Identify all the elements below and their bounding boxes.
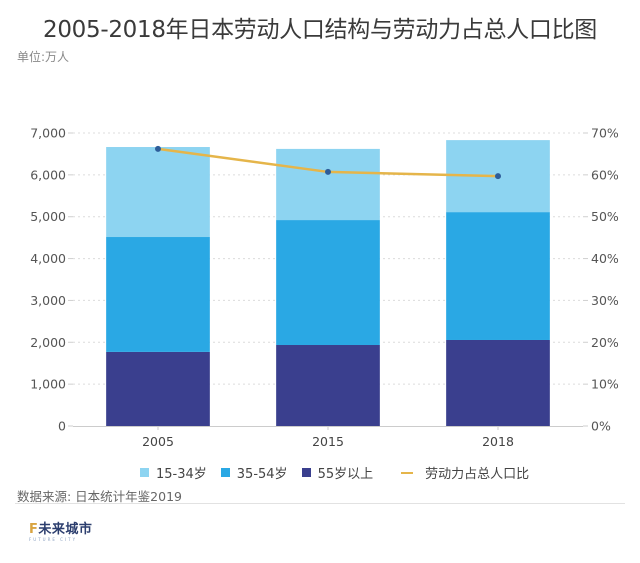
bar-segment xyxy=(106,237,210,352)
legend-item-15-34[interactable]: 15-34岁 xyxy=(140,463,207,482)
bars xyxy=(106,140,550,426)
logo-subtext: FUTURE CITY xyxy=(29,537,78,542)
legend-swatch-55-plus xyxy=(301,468,311,477)
legend-item-ratio[interactable]: 劳动力占总人口比 xyxy=(387,463,529,482)
legend-label: 35-54岁 xyxy=(236,467,288,482)
legend-swatch-15-34 xyxy=(140,468,149,477)
legend-line-ratio xyxy=(401,471,414,474)
y2-tick-label: 30% xyxy=(591,293,619,308)
legend-swatch-35-54 xyxy=(220,468,230,477)
data-source: 数据来源: 日本统计年鉴2019 xyxy=(17,489,182,504)
legend-label: 劳动力占总人口比 xyxy=(425,467,530,482)
ratio-line-series xyxy=(155,145,501,180)
chart-title: 2005-2018年日本劳动人口结构与劳动力占总人口比图 xyxy=(43,17,597,43)
logo: F未来城市 FUTURE CITY xyxy=(29,523,92,543)
logo-mark: F xyxy=(29,522,39,537)
ratio-point xyxy=(495,173,501,180)
x-tick-label: 2018 xyxy=(482,434,514,449)
y2-tick-label: 20% xyxy=(591,335,619,350)
y2-tick-label: 10% xyxy=(591,377,619,392)
y-tick-label: 2,000 xyxy=(30,335,66,350)
unit-label: 单位:万人 xyxy=(17,50,70,64)
y2-tick-label: 70% xyxy=(591,126,619,141)
bar-segment xyxy=(446,212,550,340)
y-tick-label: 0 xyxy=(58,419,66,434)
y2-tick-label: 60% xyxy=(591,167,619,182)
legend-label: 55岁以上 xyxy=(317,467,374,482)
ratio-point xyxy=(155,145,161,152)
ratio-point xyxy=(325,168,331,175)
divider xyxy=(15,503,625,504)
x-tick-label: 2015 xyxy=(312,434,344,449)
y-tick-label: 3,000 xyxy=(30,293,66,308)
bar-segment xyxy=(276,345,380,426)
y-tick-label: 5,000 xyxy=(30,209,66,224)
legend-item-55-plus[interactable]: 55岁以上 xyxy=(301,463,374,482)
chart-area: 0 1,000 2,000 3,000 4,000 5,000 6,000 7,000 0% 1… xyxy=(30,126,619,450)
y-tick-label: 4,000 xyxy=(30,251,66,266)
y2-tick-label: 50% xyxy=(591,209,619,224)
bar-segment xyxy=(276,148,380,221)
x-axis: 2005 2015 2018 xyxy=(73,426,583,449)
bar-segment xyxy=(106,351,210,426)
bar-segment xyxy=(106,147,210,238)
y-tick-label: 1,000 xyxy=(30,377,66,392)
y2-tick-label: 40% xyxy=(591,251,619,266)
logo-text: F未来城市 xyxy=(29,523,92,537)
legend-item-35-54[interactable]: 35-54岁 xyxy=(220,463,288,482)
bar-segment xyxy=(276,220,380,346)
logo-name: 未来城市 xyxy=(38,522,93,537)
bar-segment xyxy=(446,339,550,426)
y-axis-left: 0 1,000 2,000 3,000 4,000 5,000 6,000 7,000 xyxy=(30,126,73,434)
legend: 15-34岁 35-54岁 55岁以上 劳动力占总人口比 xyxy=(140,463,543,482)
y-axis-right: 0% 10% 20% 30% 40% 50% 60% 70% xyxy=(583,126,619,434)
x-tick-label: 2005 xyxy=(142,434,174,449)
legend-label: 15-34岁 xyxy=(156,467,207,482)
y2-tick-label: 0% xyxy=(591,419,611,434)
y-tick-label: 7,000 xyxy=(30,126,66,141)
y-tick-label: 6,000 xyxy=(30,167,66,182)
